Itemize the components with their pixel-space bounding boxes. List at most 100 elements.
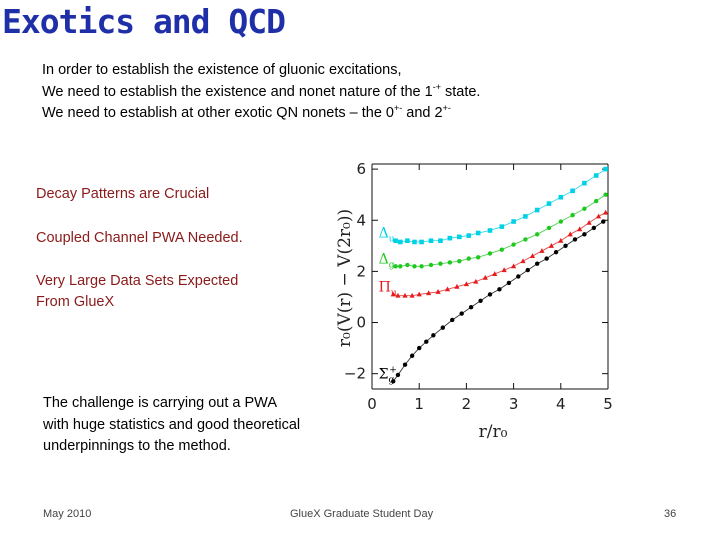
- intro-line-2: We need to establish the existence and n…: [42, 81, 481, 100]
- data-point: [402, 362, 408, 367]
- y-tick-label: 6: [356, 160, 366, 178]
- data-point: [412, 264, 417, 269]
- x-tick-label: 5: [603, 395, 613, 413]
- data-point: [405, 262, 410, 268]
- data-point: [435, 289, 441, 294]
- series-curve: [392, 221, 604, 382]
- data-point: [499, 247, 504, 252]
- data-point: [431, 333, 436, 338]
- data-point: [594, 198, 599, 204]
- data-point: [511, 263, 517, 269]
- data-point: [447, 235, 453, 241]
- plot-curves: [392, 168, 606, 382]
- data-point: [419, 264, 424, 269]
- data-point: [523, 214, 528, 219]
- y-tick-label: −2: [344, 365, 366, 383]
- data-point: [567, 231, 573, 237]
- data-point: [539, 248, 545, 253]
- data-point: [506, 280, 512, 286]
- x-tick-label: 2: [462, 395, 472, 413]
- data-point: [487, 292, 493, 297]
- data-point: [466, 256, 471, 261]
- y-tick-label: 4: [356, 211, 366, 229]
- series-label: Δg: [379, 251, 395, 270]
- data-point: [428, 262, 434, 268]
- data-point: [463, 281, 469, 287]
- x-tick-label: 3: [509, 395, 519, 413]
- data-point: [487, 251, 493, 256]
- data-point: [447, 260, 453, 265]
- data-point: [520, 258, 526, 264]
- data-point: [393, 264, 398, 269]
- data-point: [426, 290, 432, 296]
- footer-page-number: 36: [664, 508, 677, 520]
- data-point: [553, 250, 559, 255]
- x-tick-label: 4: [556, 395, 566, 413]
- data-point: [457, 234, 462, 240]
- data-point: [476, 255, 481, 260]
- data-point: [417, 345, 422, 351]
- data-point: [570, 188, 575, 194]
- series-curve: [395, 168, 606, 243]
- data-point: [497, 287, 502, 292]
- series-label: Σg+: [379, 365, 397, 385]
- data-point: [603, 209, 609, 215]
- data-point: [390, 291, 396, 297]
- data-point: [398, 239, 403, 245]
- data-point: [511, 242, 516, 247]
- data-point: [475, 230, 481, 236]
- data-point: [546, 225, 552, 231]
- data-point: [511, 219, 516, 224]
- data-point: [572, 237, 578, 242]
- data-point: [438, 261, 443, 266]
- plot-axes: [371, 163, 609, 390]
- data-point: [466, 233, 472, 238]
- series-label: Δu: [379, 226, 395, 245]
- plot-points: [390, 166, 609, 384]
- y-tick-label: 0: [356, 314, 366, 332]
- series-curve: [395, 194, 606, 267]
- data-point: [395, 372, 401, 378]
- data-point: [586, 220, 592, 225]
- data-point: [444, 286, 451, 292]
- data-point: [548, 243, 554, 248]
- data-point: [457, 258, 462, 264]
- data-point: [402, 292, 408, 298]
- data-point: [529, 253, 536, 259]
- note-coupled-channel: Coupled Channel PWA Needed.: [36, 230, 243, 246]
- data-point: [591, 225, 597, 231]
- data-point: [501, 267, 507, 273]
- note-large-data-sets: Very Large Data Sets Expected From GlueX: [36, 273, 239, 310]
- data-point: [601, 219, 606, 224]
- data-point: [558, 219, 563, 224]
- data-point: [478, 298, 483, 303]
- x-tick-label: 1: [414, 395, 424, 413]
- data-point: [558, 237, 564, 243]
- data-point: [428, 238, 434, 244]
- x-axis-label: r/r₀: [479, 422, 508, 442]
- intro-line-3: We need to establish at other exotic QN …: [42, 103, 451, 122]
- series-labels: Σg+ Πu Δg Δu: [379, 226, 397, 386]
- data-point: [534, 207, 540, 213]
- y-axis-label: r₀(V(r) − V(2r₀)): [335, 209, 355, 347]
- data-point: [595, 213, 602, 219]
- data-point: [438, 238, 443, 244]
- data-point: [412, 239, 417, 245]
- data-point: [473, 278, 479, 284]
- data-point: [459, 311, 464, 316]
- data-point: [603, 166, 608, 172]
- data-point: [416, 291, 422, 297]
- data-point: [577, 226, 583, 232]
- slide-title: Exotics and QCD: [2, 2, 286, 41]
- data-point: [409, 292, 415, 298]
- series-curve: [393, 212, 606, 297]
- data-point: [405, 238, 410, 244]
- data-point: [454, 283, 460, 289]
- data-point: [450, 317, 455, 323]
- intro-line-1: In order to establish the existence of g…: [42, 62, 402, 78]
- data-point: [468, 304, 474, 310]
- data-point: [546, 201, 552, 206]
- data-point: [393, 238, 398, 244]
